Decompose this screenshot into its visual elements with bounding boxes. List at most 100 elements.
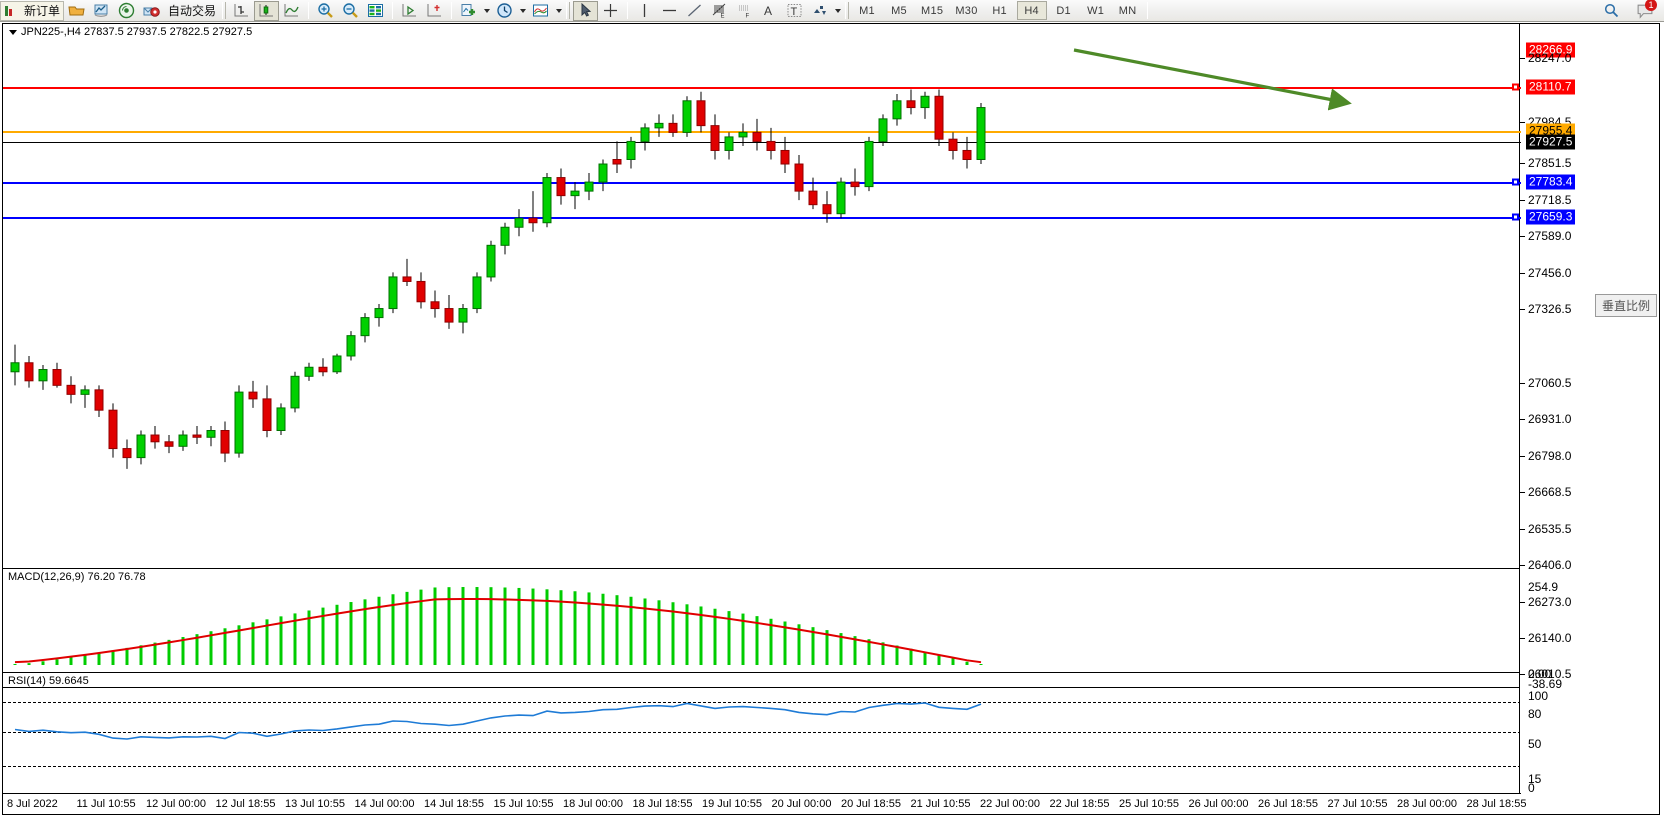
timeframe-h1-button[interactable]: H1 [992,4,1007,17]
rsi-series [14,702,982,740]
rsi-scale-50: 50 [1528,737,1542,751]
indicators-dropdown-caret[interactable] [481,2,492,20]
price-tick [1520,638,1525,639]
price-label-27783.4[interactable]: 27783.4 [1526,174,1576,190]
mail-icon [143,7,160,17]
svg-text:T: T [791,6,798,18]
level-line-27955.4[interactable] [3,131,1521,133]
symbol-ohlc-label: JPN225-,H4 27837.5 27937.5 27822.5 27927… [21,26,253,38]
new-order-icon [5,6,12,16]
level-line-27927.5[interactable] [3,142,1521,143]
period-button[interactable] [492,1,517,21]
timeframe-m15-button[interactable]: M15 [921,4,944,17]
macd-scale-bottom: -38.69 [1528,677,1563,691]
zoom-out-button[interactable] [338,1,363,21]
trendline-tool-button[interactable] [682,1,707,21]
symbol-collapse-caret[interactable] [9,30,17,35]
clock-icon [497,3,512,18]
fibonacci-icon: E [712,3,726,19]
new-order-button[interactable]: 新订单 [0,0,65,21]
auto-scroll-button[interactable] [397,1,422,21]
price-label-28247.0: 28247.0 [1528,51,1572,65]
rsi-level-50 [3,732,1521,733]
price-label-28110.7[interactable]: 28110.7 [1526,79,1575,95]
price-label-26535.5: 26535.5 [1528,522,1572,536]
time-label: 28 Jul 00:00 [1397,798,1457,810]
price-label-27659.3[interactable]: 27659.3 [1526,209,1576,225]
level-line-27783.4[interactable] [3,182,1521,184]
signals-button[interactable] [114,1,139,21]
chart-frame[interactable]: JPN225-,H4 27837.5 27937.5 27822.5 27927… [2,23,1660,815]
price-tick [1520,456,1525,457]
timeframe-h4-button[interactable]: H4 [1016,1,1047,20]
toolbar-grip-2[interactable] [566,2,571,19]
level-line-27659.3[interactable] [3,217,1521,219]
toolbar-grip-3[interactable] [845,2,850,19]
templates-dropdown-caret[interactable] [553,2,564,20]
timeframe-m30-button[interactable]: M30 [955,4,978,17]
text-tool-button[interactable]: A [757,1,782,21]
toolbar-separator-1 [308,2,310,19]
macd-pane[interactable]: MACD(12,26,9) 76.20 76.78 [3,568,1521,688]
timeframe-m1-button[interactable]: M1 [859,4,875,17]
indicators-button[interactable] [456,1,481,21]
fibonacci-fan-tool-button[interactable]: F [732,1,757,21]
market-watch-button[interactable] [89,1,114,21]
chart-shift-button[interactable] [422,1,447,21]
price-label-26273.0: 26273.0 [1528,595,1572,609]
svg-text:F: F [746,14,750,20]
time-label: 26 Jul 18:55 [1258,798,1318,810]
price-label-27326.5: 27326.5 [1528,302,1572,316]
time-label: 12 Jul 18:55 [215,798,276,810]
shapes-tool-button[interactable] [807,1,832,21]
time-label: 22 Jul 00:00 [980,798,1040,810]
price-label-28266.9[interactable]: 28266.9 [1526,42,1576,58]
horizontal-line-tool-button[interactable] [657,1,682,21]
toolbar-grip-1[interactable] [222,2,227,19]
level-line-28110.7[interactable] [3,87,1521,89]
price-scale[interactable]: 28266.9 28247.0 28110.7 27984.5 27955.4 27927… [1519,24,1659,814]
indicators-icon [461,4,476,16]
auto-trading-label: 自动交易 [168,4,217,18]
period-dropdown-caret[interactable] [517,2,528,20]
rsi-scale-0: 0 [1528,781,1535,795]
candlestick-chart-button[interactable] [254,0,280,21]
notifications-button[interactable]: 1 [1632,0,1658,21]
level-handle-27659.3[interactable] [1512,213,1519,221]
mailbox-button[interactable] [139,1,164,21]
macd-scale-zero: 0.00 [1528,667,1552,681]
time-label: 15 Jul 10:55 [493,798,554,810]
price-pane[interactable]: JPN225-,H4 27837.5 27937.5 27822.5 27927… [3,24,1521,566]
vertical-line-tool-button[interactable] [632,1,657,21]
price-label-27927.5[interactable]: 27927.5 [1526,134,1576,150]
level-handle-28110.7[interactable] [1512,83,1519,91]
price-label-26798.0: 26798.0 [1528,449,1572,463]
zoom-in-button[interactable] [313,1,338,21]
timeframe-m5-button[interactable]: M5 [891,4,907,17]
crosshair-tool-button[interactable] [598,1,623,21]
price-label-26140.0: 26140.0 [1528,631,1572,645]
cursor-tool-button[interactable] [573,0,599,21]
signal-icon [118,2,135,19]
timeframe-d1-button[interactable]: D1 [1056,4,1071,17]
timeframe-mn-button[interactable]: MN [1118,4,1137,17]
data-window-button[interactable] [363,1,388,21]
time-label: 12 Jul 00:00 [146,798,206,810]
templates-list-button[interactable] [528,1,553,21]
macd-scale-top: 254.9 [1528,580,1559,594]
level-handle-27783.4[interactable] [1512,178,1519,186]
search-button[interactable] [1599,1,1624,21]
text-label-tool-button[interactable]: T [782,1,807,21]
rsi-pane[interactable]: RSI(14) 59.6645 [3,672,1521,792]
crosshair-icon [604,4,618,17]
fibonacci-tool-button[interactable]: E [707,1,732,21]
price-tick [1520,273,1525,274]
line-chart-button[interactable] [279,1,304,21]
chart-shift-icon [427,4,442,17]
shapes-dropdown-caret[interactable] [832,2,843,20]
bar-chart-button[interactable] [229,1,254,21]
svg-text:A: A [764,4,772,18]
timeframe-w1-button[interactable]: W1 [1087,4,1105,17]
templates-button[interactable] [64,1,89,21]
auto-trading-button[interactable]: 自动交易 [164,1,220,21]
